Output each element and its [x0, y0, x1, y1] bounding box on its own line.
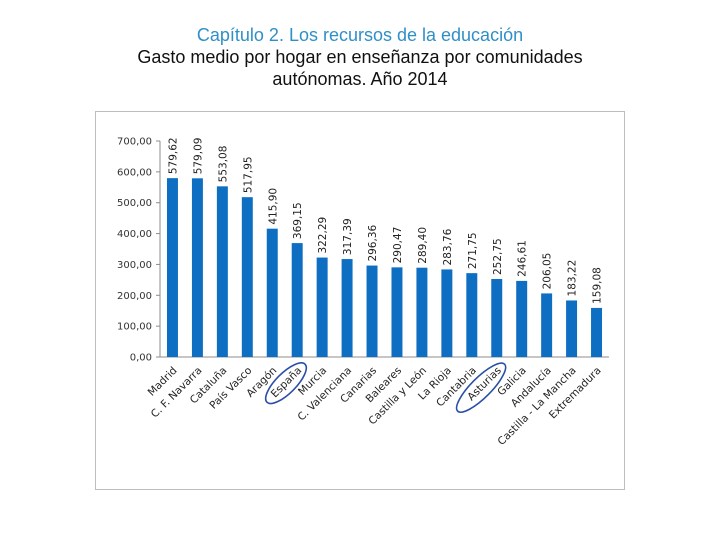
value-label: 517,95	[242, 156, 254, 193]
value-label: 246,61	[517, 240, 529, 277]
y-tick-label: 0,00	[130, 353, 152, 364]
bar	[166, 178, 178, 357]
bar	[266, 228, 278, 357]
bar	[216, 186, 228, 357]
slide-header: Capítulo 2. Los recursos de la educación…	[0, 24, 720, 90]
value-label: 183,22	[567, 260, 579, 297]
bar	[291, 243, 303, 357]
value-label: 317,39	[342, 218, 354, 255]
chart-title-line-1: Gasto medio por hogar en enseñanza por c…	[137, 47, 583, 67]
value-label: 415,90	[267, 188, 279, 225]
chart-frame: 0,00 100,00 200,00 300,00 400,00 500,00 600,00…	[95, 111, 625, 490]
bar	[341, 259, 353, 357]
y-tick-label: 400,00	[117, 229, 152, 240]
bar	[441, 269, 453, 357]
bar-chart: 0,00 100,00 200,00 300,00 400,00 500,00 600,00…	[117, 137, 609, 448]
value-label: 159,08	[592, 267, 604, 304]
y-tick-label: 200,00	[117, 291, 152, 302]
bar	[366, 265, 378, 357]
value-label: 289,40	[417, 227, 429, 264]
bar	[191, 178, 203, 357]
value-label: 290,47	[392, 227, 404, 264]
bar	[491, 279, 503, 357]
value-label: 322,29	[317, 217, 329, 254]
value-label: 283,76	[442, 228, 454, 265]
value-label: 296,36	[367, 224, 379, 261]
value-label: 271,75	[467, 232, 479, 269]
bar	[316, 257, 328, 357]
chapter-title: Capítulo 2. Los recursos de la educación	[196, 25, 524, 45]
bar	[416, 267, 428, 357]
value-label: 369,15	[292, 202, 304, 239]
value-label: 553,08	[217, 146, 229, 183]
y-tick-label: 600,00	[117, 167, 152, 178]
value-label: 252,75	[492, 238, 504, 275]
y-tick-label: 500,00	[117, 198, 152, 209]
y-tick-label: 100,00	[117, 322, 152, 333]
bar	[516, 280, 528, 357]
value-label: 579,09	[192, 138, 204, 175]
bar	[566, 300, 578, 357]
chart-title-line-2: autónomas. Año 2014	[272, 69, 448, 89]
bar	[541, 293, 553, 357]
bar	[241, 197, 253, 357]
y-tick-label: 300,00	[117, 260, 152, 271]
value-label: 579,62	[167, 137, 179, 174]
highlight-ellipse	[264, 362, 308, 405]
value-label: 206,05	[542, 253, 554, 290]
bar	[466, 273, 478, 357]
bar	[391, 267, 403, 357]
bar	[591, 307, 603, 357]
y-tick-label: 700,00	[117, 137, 152, 148]
highlight-ellipse	[455, 362, 507, 413]
